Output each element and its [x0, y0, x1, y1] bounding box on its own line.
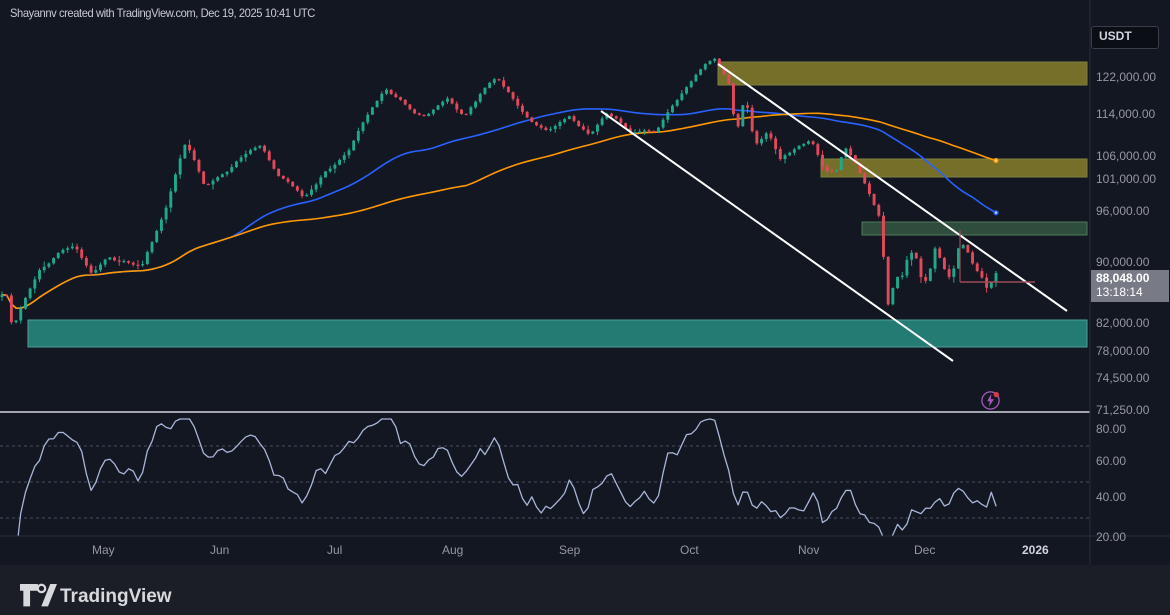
- svg-text:TradingView: TradingView: [60, 586, 172, 607]
